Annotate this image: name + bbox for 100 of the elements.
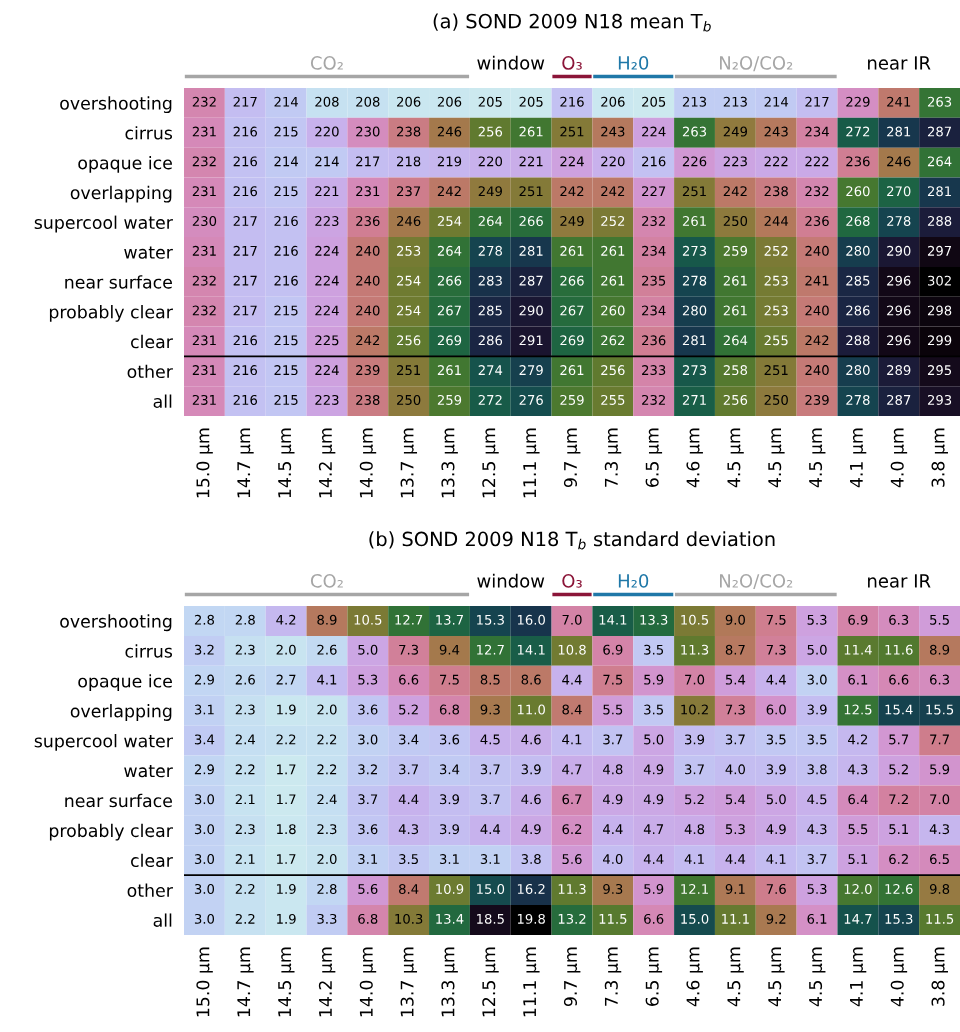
data-label: 6.7: [562, 794, 582, 805]
x-tick-label: 4.5 µm: [768, 428, 785, 488]
data-label: 3.2: [194, 644, 214, 655]
data-label: 3.7: [480, 764, 500, 775]
data-label: 255: [601, 394, 625, 405]
data-label: 3.0: [194, 824, 215, 835]
data-label: 4.3: [929, 824, 950, 835]
data-label: 2.8: [194, 614, 215, 625]
data-label: 6.6: [399, 674, 419, 685]
data-label: 250: [397, 394, 421, 405]
y-tick-label: near surface: [65, 793, 172, 808]
data-label: 217: [233, 275, 257, 286]
data-label: 3.7: [725, 734, 745, 745]
data-label: 233: [642, 365, 666, 376]
data-label: 242: [723, 186, 747, 196]
data-label: 240: [805, 245, 829, 256]
data-label: 11.0: [517, 704, 545, 715]
text: window: [477, 573, 545, 588]
data-label: 230: [192, 216, 217, 227]
data-label: 216: [642, 156, 666, 167]
data-label: 5.6: [562, 854, 582, 865]
x-tick-label: 14.5 µm: [278, 947, 295, 1017]
data-label: 231: [192, 126, 216, 137]
data-label: 9.8: [929, 883, 950, 894]
data-label: 231: [192, 394, 216, 405]
data-label: 4.1: [766, 854, 786, 864]
data-label: 3.9: [521, 764, 541, 775]
data-label: 2.6: [235, 674, 255, 685]
data-label: 9.1: [725, 883, 745, 894]
data-label: 213: [682, 96, 707, 107]
data-label: 5.7: [889, 734, 909, 745]
data-label: 9.3: [480, 704, 500, 715]
data-label: 222: [764, 156, 788, 167]
data-label: 4.9: [643, 794, 664, 805]
y-tick-label: all: [153, 394, 172, 408]
data-label: 4.7: [562, 764, 582, 775]
data-label: 1.9: [277, 883, 296, 894]
data-label: 3.9: [807, 704, 827, 715]
data-label: 7.3: [399, 644, 419, 655]
data-label: 3.0: [194, 913, 215, 924]
data-label: 298: [927, 305, 952, 316]
data-label: 5.3: [725, 824, 745, 835]
data-label: 246: [397, 216, 421, 227]
data-label: 278: [478, 245, 502, 256]
chart-title: (a) SOND 2009 N18 mean T$_{b}$: [433, 13, 711, 32]
x-tick-label: 13.3 µm: [441, 428, 458, 498]
data-label: 280: [682, 305, 707, 316]
data-label: 2.2: [235, 913, 255, 924]
x-tick-label: 4.5 µm: [768, 947, 785, 1007]
data-label: 4.9: [521, 824, 541, 835]
data-label: 206: [437, 96, 462, 107]
data-label: 240: [805, 305, 829, 316]
data-label: 249: [723, 126, 748, 137]
data-label: 5.2: [685, 794, 704, 805]
data-label: 216: [274, 216, 298, 227]
data-label: 1.9: [277, 913, 296, 924]
data-label: 3.0: [358, 734, 378, 745]
data-label: 11.3: [681, 644, 709, 655]
data-label: 251: [397, 365, 421, 376]
data-label: 220: [601, 156, 625, 167]
data-label: 4.4: [766, 674, 786, 685]
data-label: 217: [805, 96, 829, 107]
data-label: 15.5: [926, 704, 954, 715]
data-label: 9.0: [725, 614, 745, 625]
data-label: 3.5: [807, 734, 827, 745]
data-label: 1.9: [277, 704, 296, 715]
data-label: 8.4: [562, 704, 582, 715]
data-label: 6.6: [644, 913, 664, 924]
chart-title: (b) SOND 2009 N18 T$_{b}$ standard deviation: [369, 531, 775, 550]
data-label: 238: [356, 394, 380, 405]
y-tick-label: all: [153, 913, 172, 927]
data-label: 264: [723, 335, 748, 346]
data-label: 9.4: [439, 644, 460, 655]
data-label: 224: [315, 275, 339, 286]
data-label: 6.2: [562, 824, 582, 835]
data-label: 255: [764, 335, 788, 346]
data-label: 2.1: [235, 854, 255, 864]
data-label: 2.7: [276, 674, 296, 685]
data-label: 239: [356, 365, 380, 376]
data-label: 5.3: [358, 674, 378, 685]
data-label: 221: [315, 186, 339, 196]
data-label: 215: [274, 126, 298, 137]
data-label: 2.0: [317, 854, 337, 865]
data-label: 7.5: [603, 674, 623, 685]
data-label: 4.2: [848, 734, 868, 745]
data-label: 260: [601, 305, 625, 316]
data-label: 3.5: [766, 734, 786, 745]
data-label: 10.9: [436, 883, 464, 894]
data-label: 222: [805, 156, 829, 167]
data-label: 4.9: [766, 824, 786, 835]
data-label: 7.0: [562, 614, 582, 625]
data-label: 5.0: [807, 644, 827, 655]
data-label: 251: [764, 365, 788, 376]
data-label: 256: [601, 365, 625, 376]
data-label: 5.0: [644, 734, 664, 745]
data-label: 225: [315, 335, 339, 346]
data-label: 220: [315, 126, 339, 137]
data-label: 274: [478, 365, 503, 375]
data-label: 3.7: [358, 794, 378, 805]
data-label: 11.5: [599, 914, 627, 924]
